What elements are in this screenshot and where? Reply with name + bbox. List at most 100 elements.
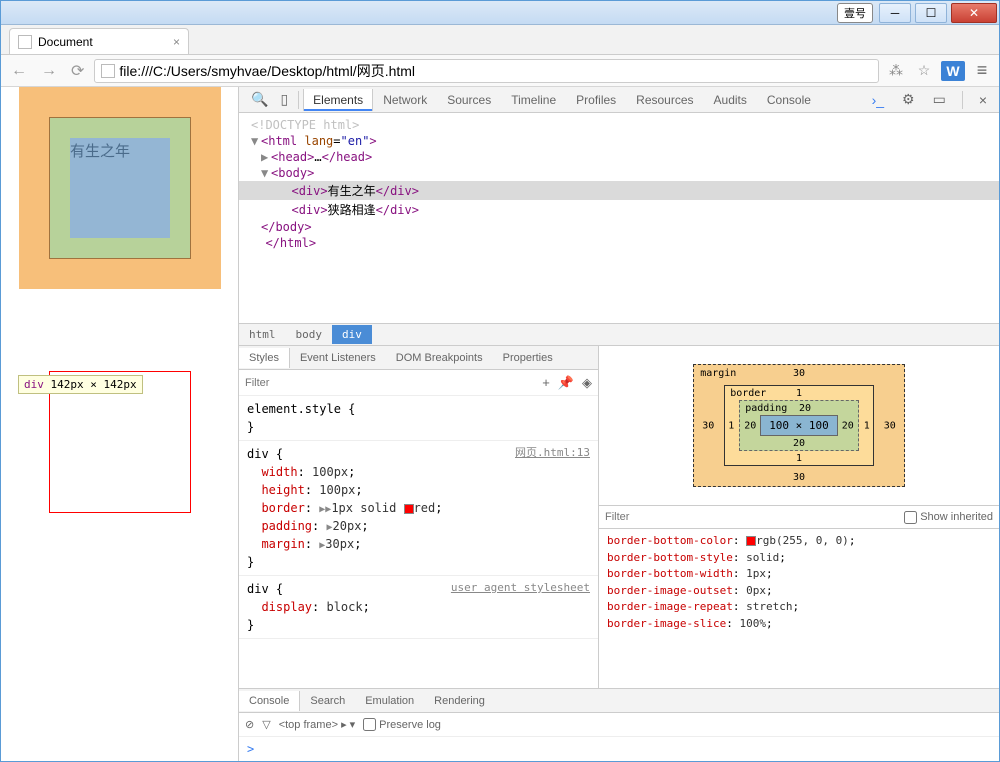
translate-icon[interactable]: ⁂ [885,60,907,82]
window-titlebar: 壹号 ─ ☐ ✕ [1,1,999,25]
star-icon[interactable]: ☆ [913,60,935,82]
console-toolbar: ⊘ ▽ <top frame> ▸ ▾ Preserve log [239,713,999,737]
minimize-button[interactable]: ─ [879,3,911,23]
breadcrumb-body[interactable]: body [286,325,333,344]
console-input-line[interactable]: > [239,737,999,761]
console-tab-console[interactable]: Console [239,691,300,711]
animations-icon[interactable]: ◈ [582,375,592,391]
close-button[interactable]: ✕ [951,3,997,23]
show-inherited-checkbox[interactable] [904,511,917,524]
computed-filter-row: Show inherited [599,505,999,529]
panel-profiles[interactable]: Profiles [566,89,626,111]
doc-icon [101,64,115,78]
breadcrumb-html[interactable]: html [239,325,286,344]
console-drawer: ConsoleSearchEmulationRendering ⊘ ▽ <top… [239,688,999,761]
toggle-state-icon[interactable]: 📌 [558,375,574,391]
bm-padding-label: padding [745,403,787,414]
computed-pane: margin 30 30 30 30 border 1 1 1 1 [599,346,999,688]
back-button[interactable]: ← [7,60,31,82]
browser-tabstrip: Document × [1,25,999,55]
bm-padding-bottom: 20 [793,438,805,449]
css-rule[interactable]: 网页.html:13div { width: 100px; height: 10… [239,441,598,576]
computed-property: border-bottom-width: 1px; [607,566,991,583]
panel-sources[interactable]: Sources [437,89,501,111]
dom-html-close: </html> [239,235,999,251]
styles-filter-row: + 📌 ◈ [239,370,598,396]
filter-icon[interactable]: ▽ [262,718,270,731]
console-tab-emulation[interactable]: Emulation [355,691,424,711]
subtab-event-listeners[interactable]: Event Listeners [290,348,386,368]
show-inherited-label: Show inherited [920,511,993,523]
subtab-dom-breakpoints[interactable]: DOM Breakpoints [386,348,493,368]
chrome-menu-icon[interactable]: ≡ [971,60,993,82]
computed-property: border-image-outset: 0px; [607,583,991,600]
computed-property: border-bottom-style: solid; [607,550,991,567]
breadcrumb-div[interactable]: div [332,325,372,344]
new-rule-icon[interactable]: + [542,375,550,391]
dom-head[interactable]: ▶<head>…</head> [239,149,999,165]
inspect-icon[interactable]: 🔍 [245,87,274,112]
panel-console[interactable]: Console [757,89,821,111]
devtools-toolbar: 🔍 ▯ ElementsNetworkSourcesTimelineProfil… [239,87,999,113]
subtab-styles[interactable]: Styles [239,348,290,368]
bm-margin-right: 30 [884,420,896,431]
subtab-properties[interactable]: Properties [493,348,563,368]
dom-tree[interactable]: <!DOCTYPE html> ▼<html lang="en"> ▶<head… [239,113,999,323]
dimension-tooltip: div 142px × 142px [18,375,143,394]
frame-selector[interactable]: <top frame> ▸ ▾ [279,718,355,731]
preserve-log-label: Preserve log [379,719,441,731]
browser-toolbar: ← → ⟳ file:///C:/Users/smyhvae/Desktop/h… [1,55,999,87]
content-area: 有生之年 狭路相逢 div 142px × 142px 🔍 ▯ Elements… [1,87,999,761]
tab-close-icon[interactable]: × [173,35,180,49]
computed-property: border-image-repeat: stretch; [607,599,991,616]
computed-property: border-image-slice: 100%; [607,616,991,633]
bm-border-bottom: 1 [796,453,802,464]
console-toggle-icon[interactable]: ›_ [866,88,890,112]
dom-breadcrumb: htmlbodydiv [239,323,999,345]
box-model-diagram: margin 30 30 30 30 border 1 1 1 1 [599,346,999,505]
forward-button[interactable]: → [37,60,61,82]
bm-margin-left: 30 [702,420,714,431]
clear-console-icon[interactable]: ⊘ [245,718,254,731]
css-rule[interactable]: element.style { } [239,396,598,441]
url-text: file:///C:/Users/smyhvae/Desktop/html/网页… [119,61,415,81]
devtools-close-icon[interactable]: × [973,88,993,112]
dock-icon[interactable]: ▭ [927,87,952,112]
dom-body-close: </body> [239,219,999,235]
extension-w-icon[interactable]: W [941,61,965,81]
computed-styles-list: border-bottom-color: rgb(255, 0, 0);bord… [599,529,999,688]
preserve-log-checkbox[interactable] [363,718,376,731]
panel-resources[interactable]: Resources [626,89,703,111]
tooltip-dimensions: 142px × 142px [51,378,137,391]
browser-tab[interactable]: Document × [9,28,189,54]
settings-gear-icon[interactable]: ⚙ [896,87,921,112]
console-tab-rendering[interactable]: Rendering [424,691,495,711]
bm-content: 100 × 100 [760,415,838,436]
panel-elements[interactable]: Elements [303,89,373,111]
maximize-button[interactable]: ☐ [915,3,947,23]
styles-subtabs: StylesEvent ListenersDOM BreakpointsProp… [239,346,598,370]
tooltip-tag: div [24,378,44,391]
computed-filter-input[interactable] [605,511,904,523]
dom-div1-selected[interactable]: <div>有生之年</div> [239,181,999,200]
url-bar[interactable]: file:///C:/Users/smyhvae/Desktop/html/网页… [94,59,879,83]
bm-margin-label: margin [700,368,736,379]
console-tab-search[interactable]: Search [300,691,355,711]
panel-audits[interactable]: Audits [704,89,757,111]
rendered-page: 有生之年 狭路相逢 div 142px × 142px [1,87,239,761]
bm-margin-top: 30 [793,368,805,379]
dom-body-open[interactable]: ▼<body> [239,165,999,181]
css-rule[interactable]: user agent stylesheetdiv { display: bloc… [239,576,598,639]
computed-property: border-bottom-color: rgb(255, 0, 0); [607,533,991,550]
bm-border-label: border [730,388,766,399]
panel-network[interactable]: Network [373,89,437,111]
styles-pane: StylesEvent ListenersDOM BreakpointsProp… [239,346,599,688]
reload-button[interactable]: ⟳ [67,59,88,83]
dom-div2[interactable]: <div>狭路相逢</div> [239,200,999,219]
page-favicon [18,35,32,49]
dom-html-open[interactable]: ▼<html lang="en"> [239,133,999,149]
device-mode-icon[interactable]: ▯ [274,87,294,112]
styles-filter-input[interactable] [245,377,542,389]
panel-timeline[interactable]: Timeline [501,89,566,111]
inspected-div-border-overlay: 有生之年 [49,117,191,259]
